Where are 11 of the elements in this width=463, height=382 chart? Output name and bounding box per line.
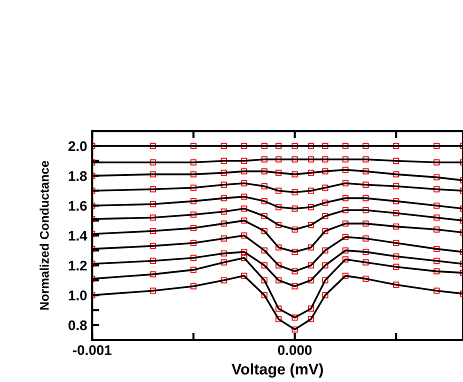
x-tick-label: -0.001 bbox=[72, 345, 112, 356]
y-tick-label: 0.8 bbox=[68, 320, 87, 330]
y-axis-title: Normalized Conductance bbox=[40, 160, 49, 310]
y-tick-label: 1.0 bbox=[68, 290, 87, 300]
y-tick-label: 1.4 bbox=[68, 230, 88, 241]
y-tick-label: 1.6 bbox=[68, 200, 87, 211]
x-axis-title: Voltage (mV) bbox=[232, 363, 323, 378]
y-tick-label: 1.2 bbox=[68, 260, 87, 270]
y-tick-label: 2.0 bbox=[68, 141, 87, 152]
y-tick-label: 1.8 bbox=[68, 171, 87, 181]
x-tick-label: 0.000 bbox=[278, 345, 312, 356]
